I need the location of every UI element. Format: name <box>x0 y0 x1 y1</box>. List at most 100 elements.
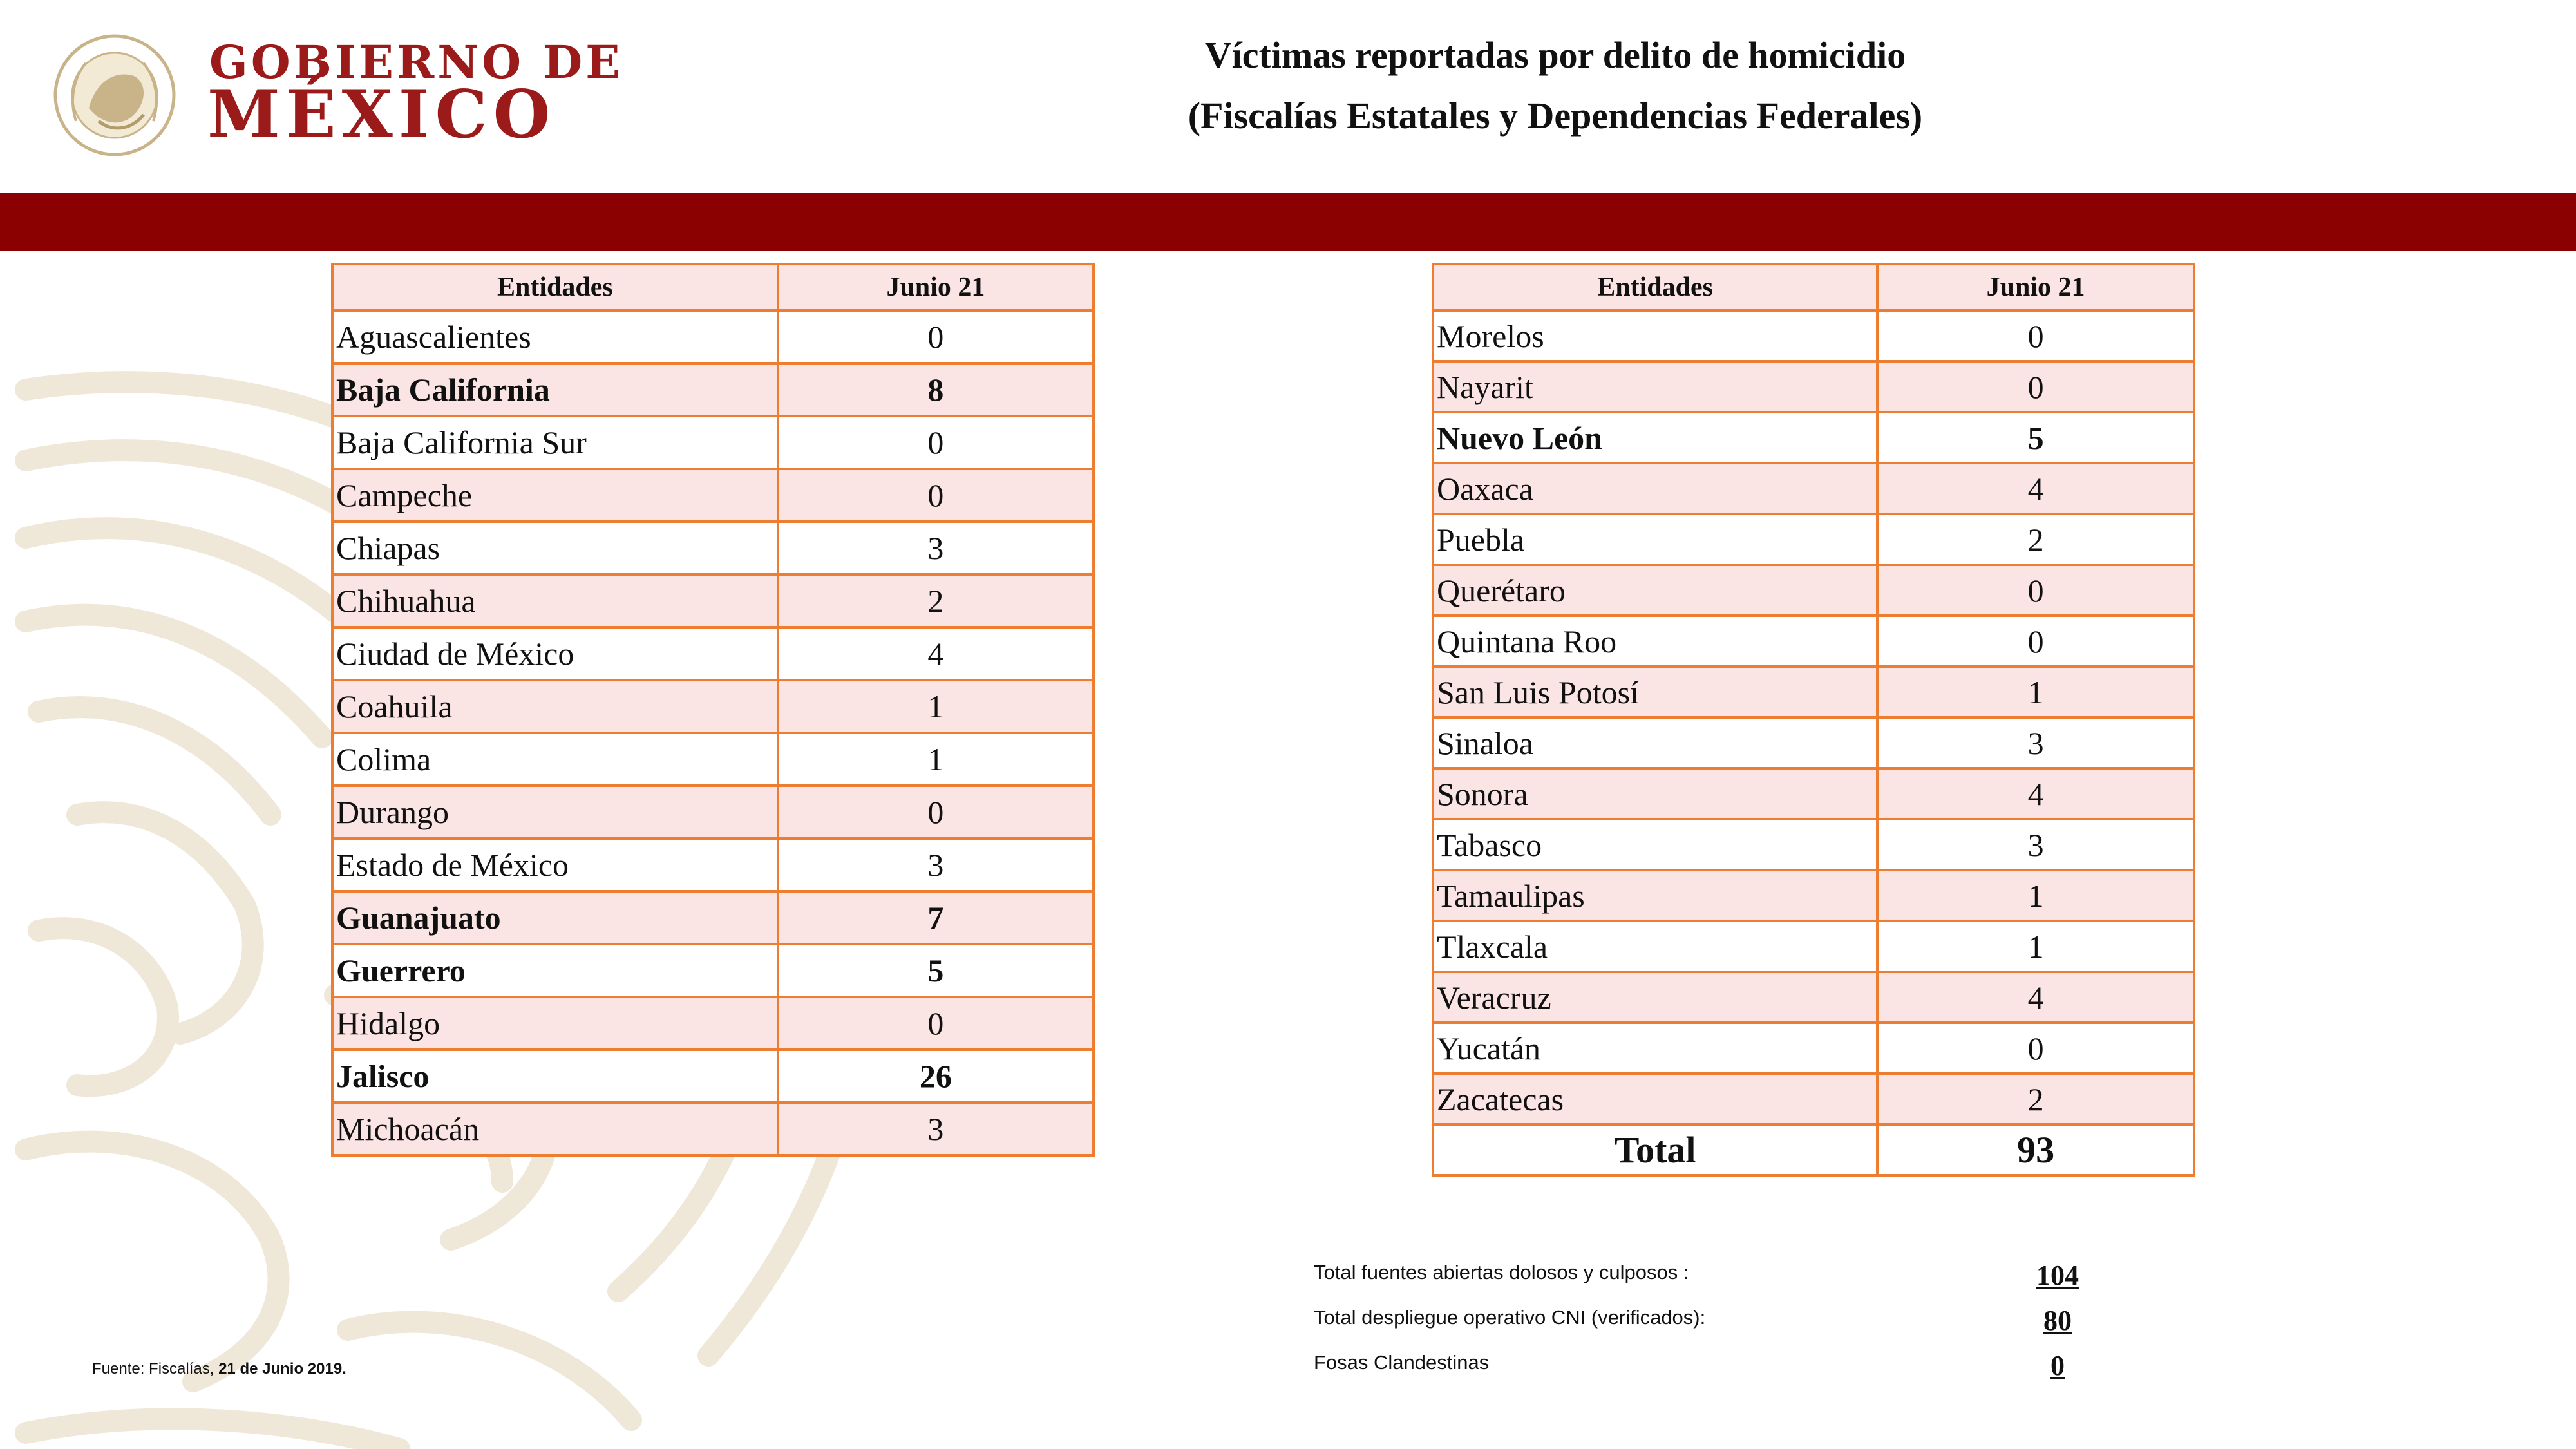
column-header-entidades: Entidades <box>331 263 779 312</box>
table-row: Yucatán 0 <box>1431 1021 2195 1075</box>
summary-label-cni: Total despliegue operativo CNI (verifica… <box>1314 1306 1706 1329</box>
entity-value: 1 <box>1876 869 2195 922</box>
entity-name: Tamaulipas <box>1431 869 1879 922</box>
table-row: Guerrero 5 <box>331 943 1095 998</box>
entity-name: Yucatán <box>1431 1021 1879 1075</box>
table-row: Querétaro 0 <box>1431 564 2195 617</box>
entity-value: 4 <box>1876 767 2195 820</box>
entity-name: Guerrero <box>331 943 779 998</box>
entity-name: Michoacán <box>331 1101 779 1157</box>
entity-name: Sonora <box>1431 767 1879 820</box>
entity-name: Nayarit <box>1431 360 1879 413</box>
entity-value: 2 <box>1876 513 2195 566</box>
summary-label-fuentes: Total fuentes abiertas dolosos y culposo… <box>1314 1261 1689 1283</box>
table-row: Aguascalientes 0 <box>331 309 1095 365</box>
summary-value-fosas: 0 <box>2050 1350 2065 1381</box>
table-row: Tabasco 3 <box>1431 818 2195 871</box>
entity-name: Hidalgo <box>331 996 779 1051</box>
table-row: Tlaxcala 1 <box>1431 920 2195 973</box>
entity-name: Nuevo León <box>1431 411 1879 464</box>
column-header-entidades: Entidades <box>1431 263 1879 312</box>
entity-name: Sinaloa <box>1431 716 1879 770</box>
entity-name: Ciudad de México <box>331 626 779 681</box>
page-subtitle: (Fiscalías Estatales y Dependencias Fede… <box>1188 95 1923 137</box>
entity-value: 1 <box>776 732 1095 787</box>
table-row: Michoacán 3 <box>331 1101 1095 1157</box>
entity-value: 0 <box>776 415 1095 470</box>
entity-name: Veracruz <box>1431 971 1879 1024</box>
entity-name: Zacatecas <box>1431 1072 1879 1126</box>
entity-name: Morelos <box>1431 309 1879 363</box>
entity-value: 3 <box>776 1101 1095 1157</box>
column-header-junio: Junio 21 <box>1876 263 2195 312</box>
summary-value-fuentes: 104 <box>2036 1260 2079 1291</box>
table-row: Estado de México 3 <box>331 837 1095 893</box>
entity-value: 0 <box>1876 1021 2195 1075</box>
table-row: Nuevo León 5 <box>1431 411 2195 464</box>
source-prefix: Fuente: Fiscalías, <box>92 1360 219 1378</box>
entity-value: 26 <box>776 1048 1095 1104</box>
table-row: Veracruz 4 <box>1431 971 2195 1024</box>
entity-name: Chiapas <box>331 520 779 576</box>
entity-value: 4 <box>776 626 1095 681</box>
entity-name: Baja California Sur <box>331 415 779 470</box>
table-row: Quintana Roo 0 <box>1431 614 2195 668</box>
entity-value: 0 <box>776 996 1095 1051</box>
brand-line-2: MÉXICO <box>207 76 556 153</box>
table-row: Chiapas 3 <box>331 520 1095 576</box>
total-row: Total 93 <box>1431 1123 2195 1177</box>
entity-name: Durango <box>331 784 779 840</box>
table-row: Chihuahua 2 <box>331 573 1095 629</box>
header-band <box>0 193 2576 251</box>
summary-label-fosas: Fosas Clandestinas <box>1314 1351 1490 1374</box>
total-label: Total <box>1431 1123 1879 1177</box>
entity-name: Tabasco <box>1431 818 1879 871</box>
entity-value: 2 <box>1876 1072 2195 1126</box>
entity-value: 0 <box>776 468 1095 523</box>
source-date: 21 de Junio 2019. <box>218 1360 346 1378</box>
entity-name: Guanajuato <box>331 890 779 945</box>
entity-value: 1 <box>1876 665 2195 719</box>
total-value: 93 <box>1876 1123 2195 1177</box>
table-row: Tamaulipas 1 <box>1431 869 2195 922</box>
table-row: Jalisco 26 <box>331 1048 1095 1104</box>
entity-value: 3 <box>776 837 1095 893</box>
source-note: Fuente: Fiscalías, 21 de Junio 2019. <box>92 1360 346 1378</box>
table-row: Puebla 2 <box>1431 513 2195 566</box>
entity-value: 7 <box>776 890 1095 945</box>
entity-value: 1 <box>1876 920 2195 973</box>
entity-value: 3 <box>1876 818 2195 871</box>
entity-value: 5 <box>1876 411 2195 464</box>
entity-value: 5 <box>776 943 1095 998</box>
entity-name: Querétaro <box>1431 564 1879 617</box>
table-row: Sonora 4 <box>1431 767 2195 820</box>
entity-value: 1 <box>776 679 1095 734</box>
entities-table-left: Entidades Junio 21 Aguascalientes 0 Baja C… <box>331 263 1095 1157</box>
entity-value: 3 <box>776 520 1095 576</box>
entity-value: 4 <box>1876 971 2195 1024</box>
entity-name: Campeche <box>331 468 779 523</box>
entity-value: 2 <box>776 573 1095 629</box>
table-row: Baja California 8 <box>331 362 1095 417</box>
table-row: Morelos 0 <box>1431 309 2195 363</box>
brand-line-1: GOBIERNO DE <box>209 35 623 89</box>
entity-value: 0 <box>1876 564 2195 617</box>
entities-table-right: Entidades Junio 21 Morelos 0 Nayarit 0 Nuevo… <box>1431 263 2195 1177</box>
table-row: Oaxaca 4 <box>1431 462 2195 515</box>
table-row: Ciudad de México 4 <box>331 626 1095 681</box>
entity-name: Estado de México <box>331 837 779 893</box>
page-header: GOBIERNO DE MÉXICO Víctimas reportadas p… <box>0 0 2576 193</box>
entity-name: Puebla <box>1431 513 1879 566</box>
table-row: Durango 0 <box>331 784 1095 840</box>
table-row: Guanajuato 7 <box>331 890 1095 945</box>
table-row: Baja California Sur 0 <box>331 415 1095 470</box>
table-row: Colima 1 <box>331 732 1095 787</box>
summary-value-cni: 80 <box>2043 1305 2072 1336</box>
entity-value: 0 <box>776 309 1095 365</box>
table-row: Coahuila 1 <box>331 679 1095 734</box>
entity-name: Oaxaca <box>1431 462 1879 515</box>
entity-name: Coahuila <box>331 679 779 734</box>
entity-value: 0 <box>1876 309 2195 363</box>
page-title: Víctimas reportadas por delito de homici… <box>1204 34 1906 76</box>
entity-name: Chihuahua <box>331 573 779 629</box>
